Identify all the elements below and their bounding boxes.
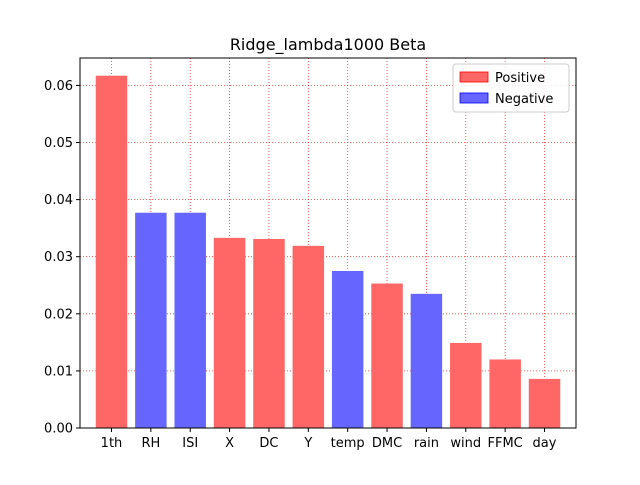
axes — [76, 57, 577, 432]
y-tick-label: 0.06 — [44, 79, 73, 94]
legend-swatch-positive — [459, 71, 489, 83]
bars — [95, 75, 561, 428]
x-tick-label: wind — [450, 436, 481, 451]
bar-temp — [331, 270, 364, 428]
tick-labels: 0.00 0.01 0.02 0.03 0.04 0.05 0.06 1th RH ISI X DC Y… — [44, 79, 557, 451]
y-tick-label: 0.01 — [44, 364, 73, 379]
bar-1th — [95, 75, 128, 428]
bar-day — [528, 378, 561, 428]
bar-FFMC — [489, 359, 521, 428]
x-tick-label: X — [225, 436, 234, 451]
y-tick-label: 0.05 — [44, 136, 73, 151]
x-tick-label: DMC — [372, 436, 402, 451]
x-tick-label: Y — [303, 436, 312, 451]
y-tick-label: 0.02 — [44, 307, 73, 322]
bar-X — [213, 237, 246, 428]
x-tick-label: FFMC — [488, 436, 523, 451]
plot-frame — [79, 57, 577, 429]
legend-label-positive: Positive — [495, 71, 545, 86]
legend-label-negative: Negative — [495, 92, 553, 107]
bar-DMC — [371, 283, 403, 428]
bar-DC — [253, 239, 285, 428]
bar-RH — [135, 212, 167, 428]
bar-ISI — [174, 212, 206, 428]
legend: Positive Negative — [452, 63, 570, 113]
x-tick-label: ISI — [182, 436, 198, 451]
x-tick-label: temp — [331, 436, 365, 451]
y-tick-label: 0.03 — [44, 250, 73, 265]
y-tick-label: 0.00 — [44, 422, 73, 437]
x-tick-label: rain — [414, 436, 439, 451]
x-tick-label: RH — [141, 436, 160, 451]
bar-Y — [292, 245, 325, 428]
x-tick-label: day — [533, 436, 557, 451]
chart-title: Ridge_lambda1000 Beta — [230, 35, 426, 55]
bar-wind — [450, 342, 482, 428]
x-tick-label: DC — [259, 436, 278, 451]
x-tick-label: 1th — [101, 436, 123, 451]
legend-swatch-negative — [459, 92, 489, 104]
bar-rain — [410, 293, 443, 428]
y-tick-label: 0.04 — [44, 193, 73, 208]
